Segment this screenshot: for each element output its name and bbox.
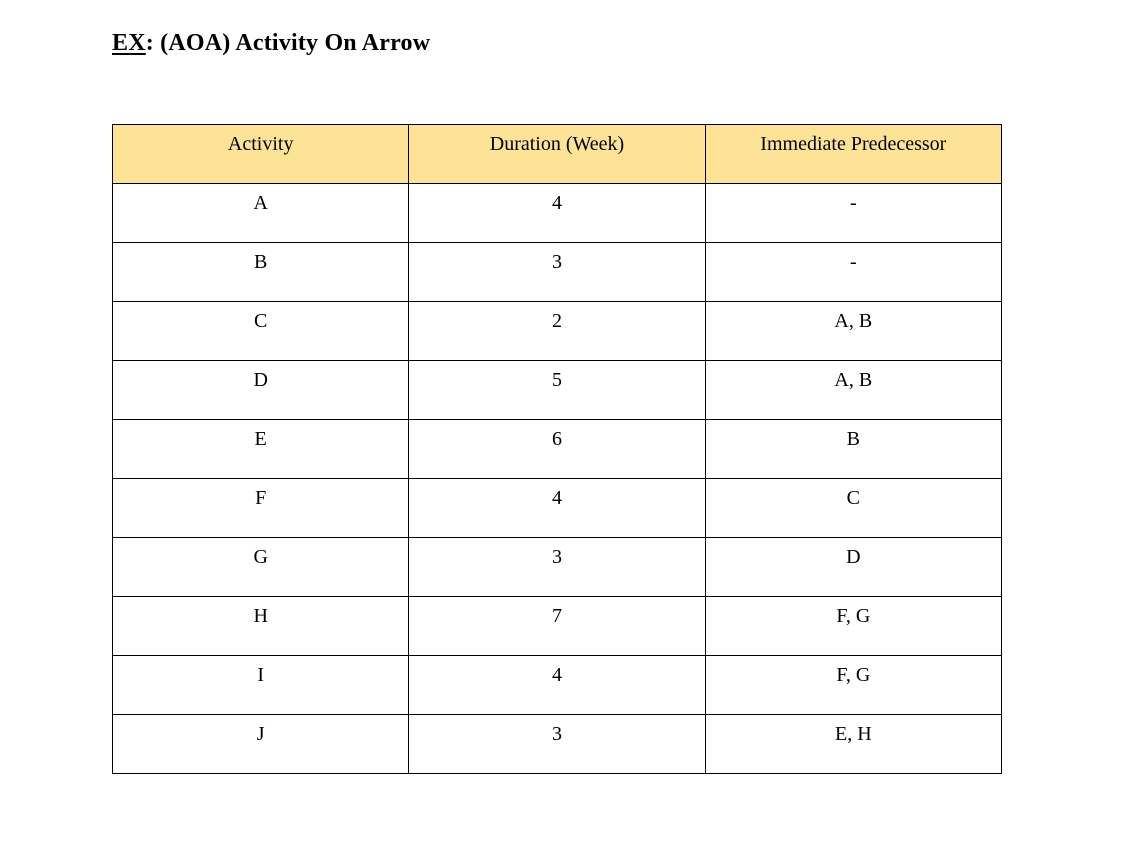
cell-duration: 7 (408, 596, 706, 656)
cell-activity: B (111, 242, 410, 302)
cell-duration: 5 (408, 360, 706, 420)
cell-predecessor: F, G (704, 655, 1003, 715)
cell-predecessor: A, B (704, 301, 1003, 361)
cell-activity: C (111, 301, 410, 361)
cell-activity: A (111, 183, 410, 243)
table-header-row: Activity Duration (Week) Immediate Prede… (111, 124, 1003, 184)
table-row: H 7 F, G (111, 596, 1003, 656)
cell-activity: I (111, 655, 410, 715)
cell-activity: E (111, 419, 410, 479)
column-header-predecessor: Immediate Predecessor (704, 124, 1003, 184)
cell-predecessor: D (704, 537, 1003, 597)
cell-activity: J (111, 714, 410, 774)
page-title: EX: (AOA) Activity On Arrow (112, 30, 430, 57)
cell-activity: F (111, 478, 410, 538)
cell-predecessor: - (704, 183, 1003, 243)
cell-activity: G (111, 537, 410, 597)
page-title-rest: : (AOA) Activity On Arrow (145, 30, 431, 56)
table-row: D 5 A, B (111, 360, 1003, 420)
column-header-duration: Duration (Week) (408, 124, 706, 184)
cell-duration: 4 (408, 655, 706, 715)
cell-predecessor: - (704, 242, 1003, 302)
cell-duration: 3 (408, 714, 706, 774)
cell-activity: H (111, 596, 410, 656)
cell-duration: 4 (408, 478, 706, 538)
cell-predecessor: E, H (704, 714, 1003, 774)
cell-duration: 4 (408, 183, 706, 243)
cell-activity: D (111, 360, 410, 420)
table-row: J 3 E, H (111, 714, 1003, 774)
cell-predecessor: F, G (704, 596, 1003, 656)
activity-table: Activity Duration (Week) Immediate Prede… (111, 124, 1003, 774)
table-header: Activity Duration (Week) Immediate Prede… (111, 124, 1003, 184)
cell-predecessor: A, B (704, 360, 1003, 420)
cell-predecessor: B (704, 419, 1003, 479)
table-row: I 4 F, G (111, 655, 1003, 715)
cell-duration: 3 (408, 242, 706, 302)
cell-duration: 6 (408, 419, 706, 479)
cell-duration: 2 (408, 301, 706, 361)
column-header-activity: Activity (111, 124, 410, 184)
cell-duration: 3 (408, 537, 706, 597)
table-row: C 2 A, B (111, 301, 1003, 361)
page-title-prefix: EX (112, 30, 146, 56)
cell-predecessor: C (704, 478, 1003, 538)
